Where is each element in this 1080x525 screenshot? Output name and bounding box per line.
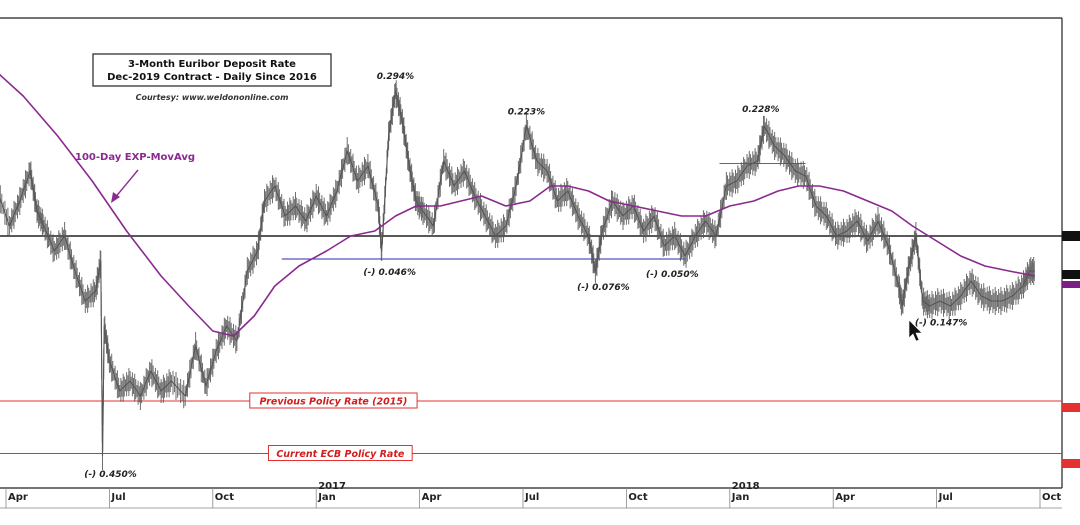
policy-label-box-1 (267, 445, 413, 461)
x-tick-label-8: Apr (835, 492, 855, 503)
series-group (0, 73, 1035, 470)
x-tick-label-5: Jul (524, 492, 539, 503)
x-tick-label-2: Oct (215, 492, 234, 503)
price-bars (0, 80, 1035, 470)
moving-average-label: 100-Day EXP-MovAvg (75, 152, 195, 163)
peak-label-1: 0.223% (508, 108, 546, 118)
moving-average-arrow-icon (111, 169, 139, 203)
x-tick-label-4: Apr (422, 492, 442, 503)
peak-label-0: 0.294% (377, 72, 415, 82)
trough-label-1: (-) 0.076% (577, 283, 630, 293)
courtesy-text: Courtesy: www.weldononline.com (136, 93, 289, 102)
year-label-1: 2018 (732, 481, 760, 492)
policy-lines: Previous Policy Rate (2015) Current ECB P… (0, 392, 1062, 461)
peak-label-2: 0.228% (742, 105, 780, 115)
trough-label-0: (-) 0.046% (363, 268, 416, 278)
title-box: 3-Month Euribor Deposit Rate Dec-2019 Co… (92, 53, 332, 87)
trough-label-4: (-) 0.450% (84, 470, 137, 480)
x-tick-label-0: Apr (8, 492, 28, 503)
x-tick-label-7: Jan (731, 492, 750, 503)
x-tick-label-3: Jan (317, 492, 336, 503)
x-tick-label-9: Jul (938, 492, 953, 503)
policy-label-box-0 (249, 392, 418, 409)
trough-label-3: (-) 0.147% (915, 319, 968, 329)
mouse-cursor-icon (908, 319, 923, 342)
year-label-0: 2017 (318, 481, 346, 492)
policy-label-1: Current ECB Policy Rate (276, 449, 405, 460)
trough-label-2: (-) 0.050% (646, 270, 699, 280)
x-tick-label-1: Jul (110, 492, 125, 503)
x-tick-label-10: Oct (1042, 492, 1061, 503)
moving-average-series-line (0, 73, 1035, 337)
chart-title-line1: 3-Month Euribor Deposit Rate (128, 59, 296, 70)
x-axis-ticks: Apr Jul Oct Jan Apr Jul Oct Jan Apr Jul Oct 2017 201… (5, 481, 1061, 508)
x-tick-label-6: Oct (628, 492, 647, 503)
reference-lines (0, 162, 1062, 260)
policy-label-0: Previous Policy Rate (2015) (260, 397, 408, 408)
price-series-line (0, 90, 1035, 457)
right-axis-markers (1062, 231, 1080, 468)
chart-title-line2: Dec-2019 Contract - Daily Since 2016 (107, 72, 317, 83)
annotations: 0.294% 0.223% 0.228% (-) 0.046% (-) 0.076% (-… (84, 72, 967, 480)
